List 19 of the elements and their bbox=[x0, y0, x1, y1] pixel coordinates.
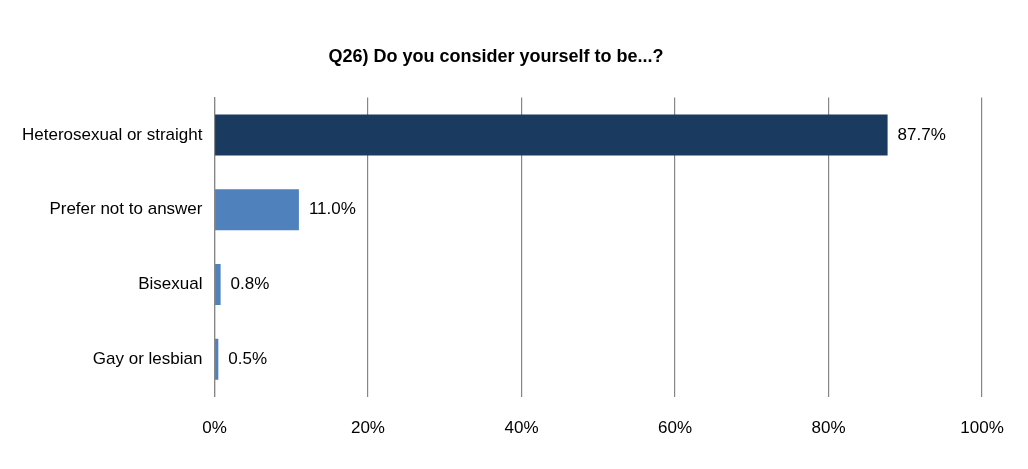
x-tick-label: 100% bbox=[960, 418, 1004, 438]
data-label: 87.7% bbox=[897, 124, 946, 144]
bar bbox=[215, 189, 299, 231]
x-tick-label: 20% bbox=[350, 418, 385, 438]
y-tick-label: Heterosexual or straight bbox=[21, 124, 203, 144]
chart-title: Q26) Do you consider yourself to be...? bbox=[328, 45, 664, 66]
y-tick-label: Bisexual bbox=[138, 274, 203, 294]
y-tick-label: Gay or lesbian bbox=[92, 348, 203, 368]
x-tick-label: 40% bbox=[504, 418, 539, 438]
data-label: 0.5% bbox=[228, 348, 268, 368]
x-tick-label: 60% bbox=[657, 418, 693, 438]
bar bbox=[215, 114, 888, 156]
data-label: 11.0% bbox=[308, 199, 356, 219]
data-label: 0.8% bbox=[230, 274, 270, 294]
bar bbox=[215, 263, 221, 306]
bar bbox=[215, 338, 219, 380]
x-tick-label: 80% bbox=[811, 418, 846, 438]
y-tick-label: Prefer not to answer bbox=[49, 199, 203, 219]
x-tick-label: 0% bbox=[202, 418, 227, 438]
